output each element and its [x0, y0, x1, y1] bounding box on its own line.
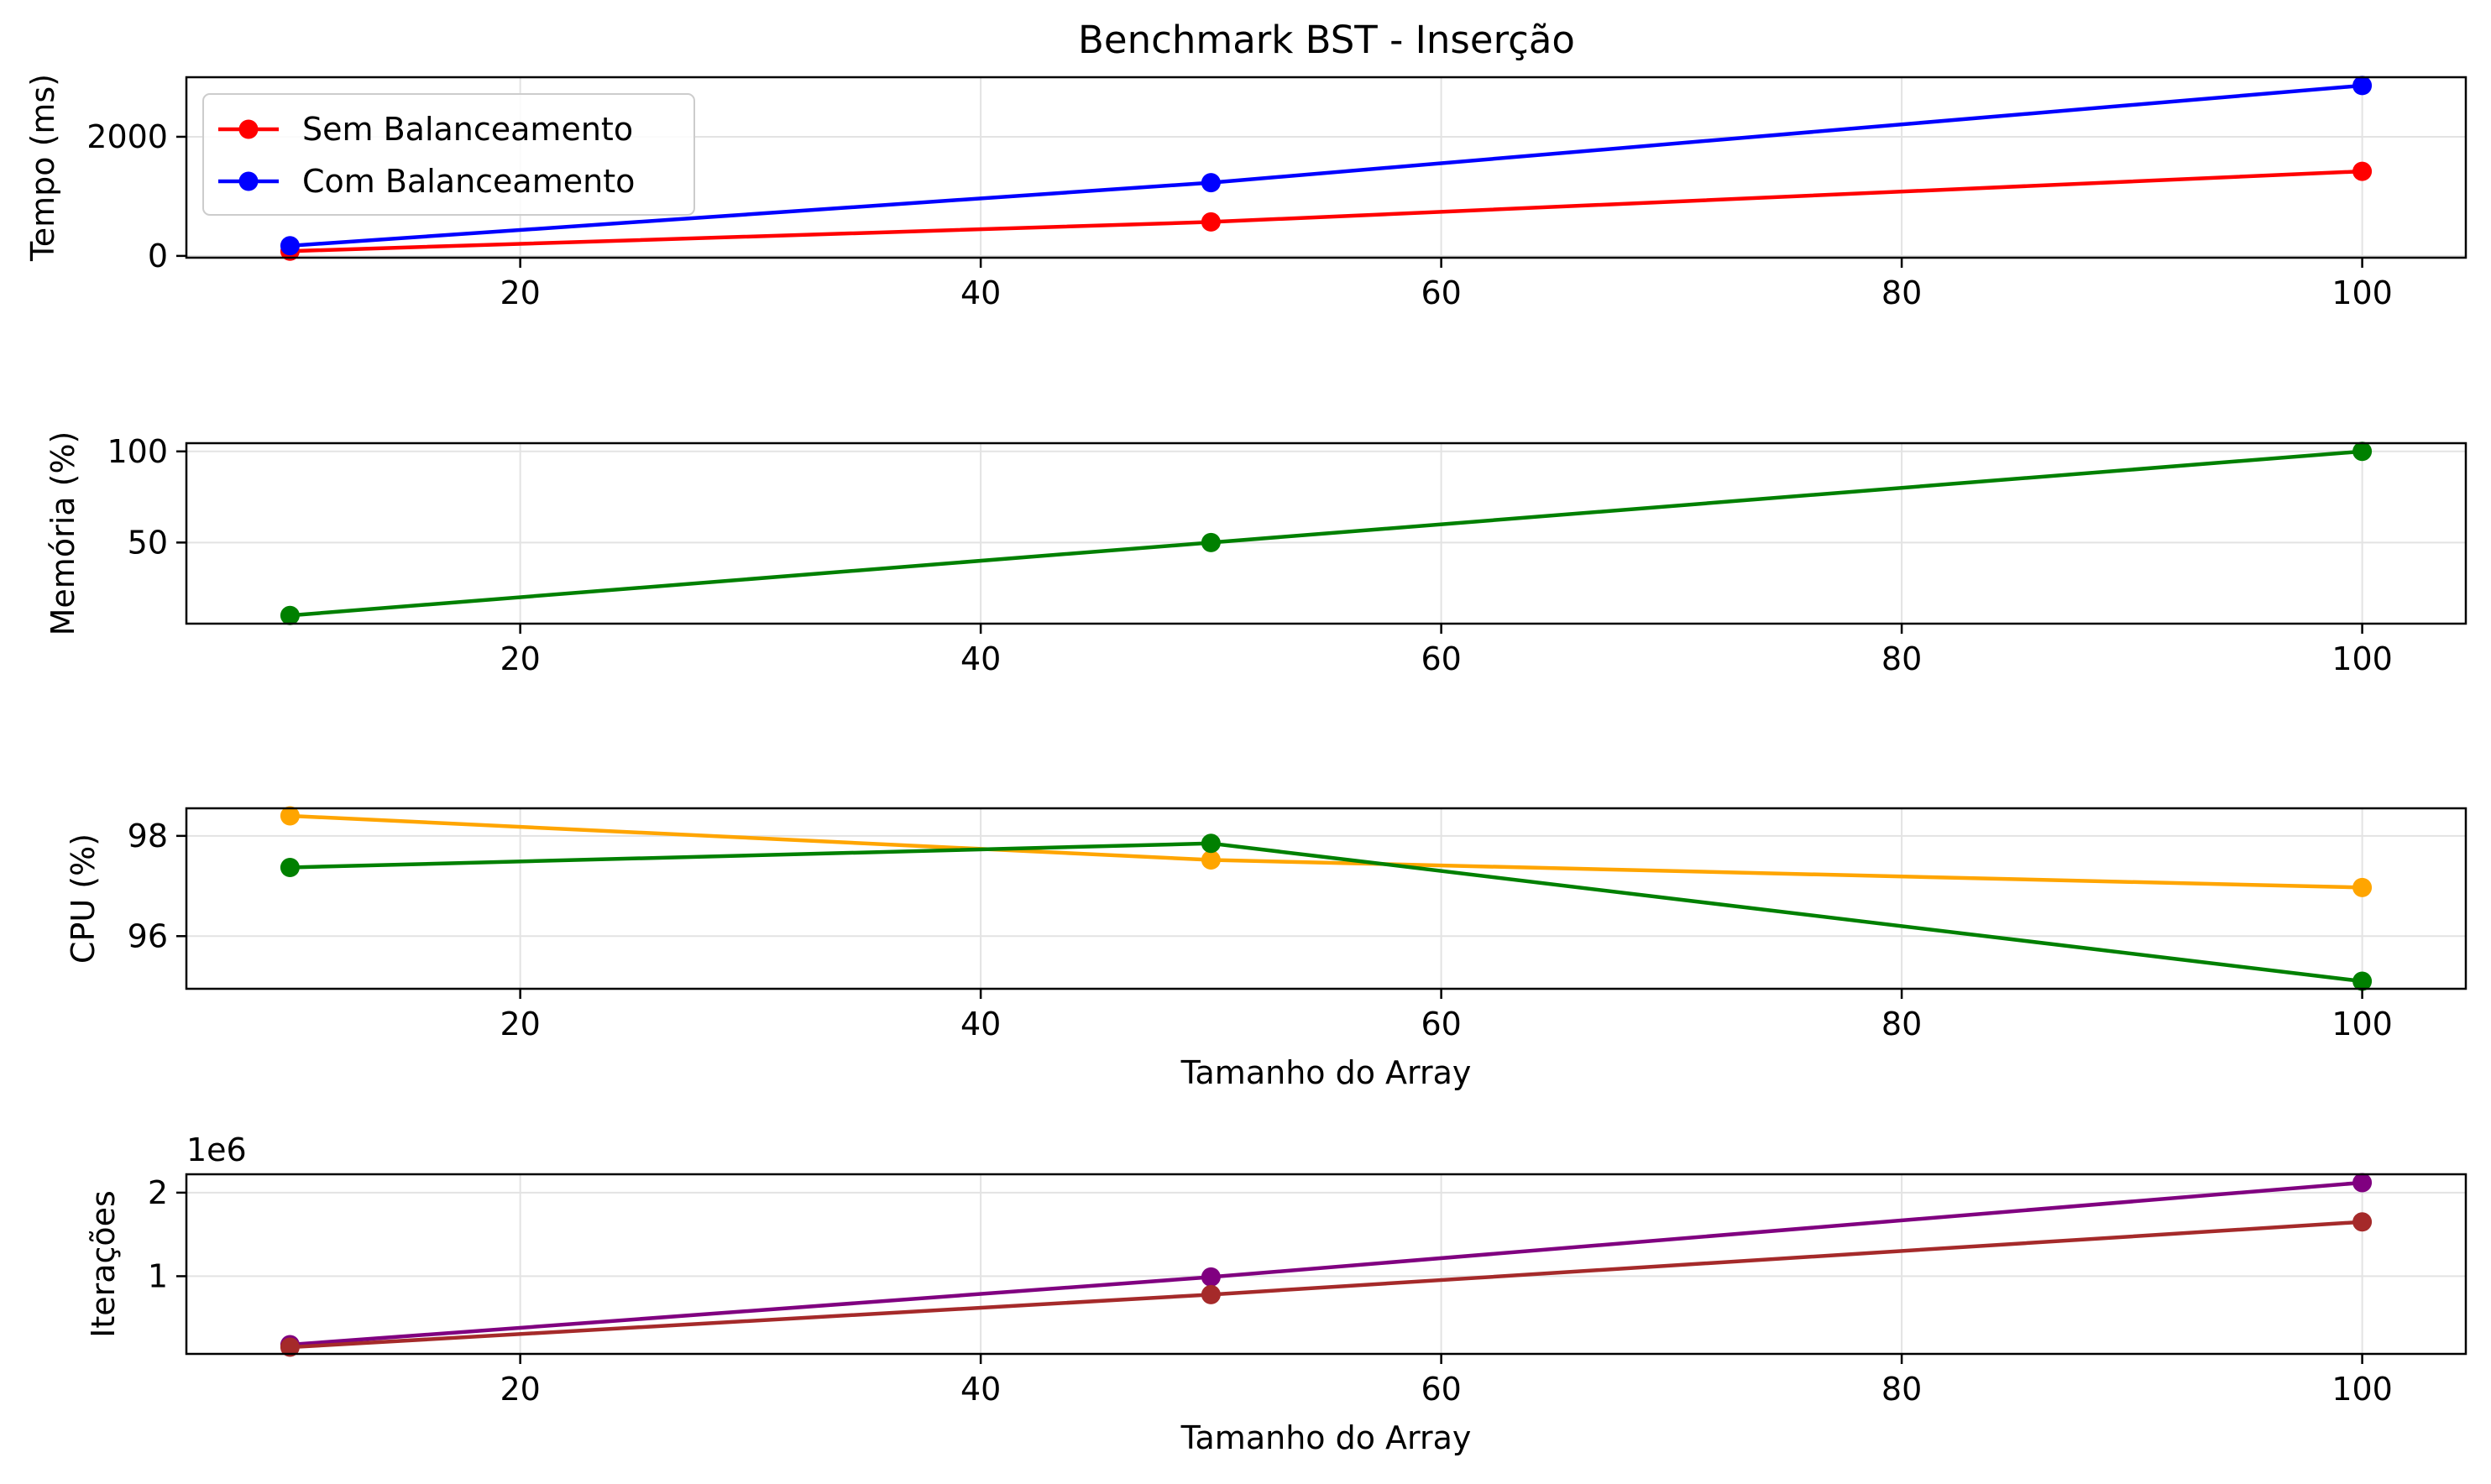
x-tick-label: 60 [1421, 274, 1461, 311]
series-line-1 [290, 449, 2363, 618]
x-axis-label: Tamanho do Array [1180, 1054, 1472, 1091]
x-tick-label: 80 [1881, 640, 1922, 677]
y-axis-label: Iterações [85, 1190, 122, 1338]
x-tick-label: 60 [1421, 1371, 1461, 1408]
x-tick-label: 60 [1421, 1006, 1461, 1042]
data-point [2352, 76, 2373, 96]
figure-title: Benchmark BST - Inserção [1078, 18, 1575, 62]
x-tick-label: 40 [960, 274, 1001, 311]
x-tick-label: 40 [960, 1371, 1001, 1408]
subplot-2: 20 40 60 80 100 50 100 Memória (%) [44, 431, 2467, 677]
x-axis-label: Tamanho do Array [1180, 1419, 1472, 1456]
data-point [1201, 212, 1221, 232]
x-tick-label: 100 [2331, 640, 2393, 677]
axes-frame [185, 1173, 2467, 1356]
data-point [1201, 833, 1221, 854]
x-tick-label: 40 [960, 1006, 1001, 1042]
subplot-1: 20 40 60 80 100 0 2000 Tempo (ms) Sem Balanceame… [24, 74, 2467, 311]
series-line-1 [290, 1180, 2363, 1347]
data-point [1201, 173, 1221, 193]
y-tick-label: 98 [128, 818, 168, 854]
data-point [1201, 1267, 1221, 1287]
data-point [280, 1337, 300, 1357]
data-point [280, 806, 300, 826]
x-tick-label: 80 [1881, 1006, 1922, 1042]
x-tick-label: 80 [1881, 1371, 1922, 1408]
y-tick-label: 2 [148, 1174, 168, 1211]
axes-frame [185, 807, 2467, 990]
data-point [1201, 532, 1221, 552]
legend-marker [238, 119, 259, 139]
y-tick-label: 96 [128, 917, 168, 954]
x-tick-label: 20 [500, 1371, 540, 1408]
subplot-4: 20 40 60 80 100 1 2 1e6 Iterações Tamanho do Arra… [85, 1131, 2467, 1456]
y-axis-label: Tempo (ms) [24, 74, 61, 262]
x-tick-label: 60 [1421, 640, 1461, 677]
series-line-2 [290, 1220, 2363, 1350]
series-line-1 [290, 813, 2363, 890]
legend-marker [238, 171, 259, 191]
y-tick-label: 0 [148, 238, 168, 274]
x-tick-label: 20 [500, 1006, 540, 1042]
legend: Sem Balanceamento Com Balanceamento [202, 93, 695, 216]
legend-box [202, 93, 695, 216]
y-tick-label: 1 [148, 1257, 168, 1294]
axes-frame [185, 76, 2467, 259]
data-point [2352, 1173, 2373, 1193]
data-point [2352, 971, 2373, 991]
legend-label: Sem Balanceamento [302, 111, 633, 148]
x-tick-label: 80 [1881, 274, 1922, 311]
x-tick-label: 20 [500, 274, 540, 311]
data-point [2352, 442, 2373, 462]
x-tick-label: 100 [2331, 1006, 2393, 1042]
data-point [2352, 877, 2373, 897]
data-point [1201, 1284, 1221, 1304]
x-tick-label: 40 [960, 640, 1001, 677]
y-tick-label: 100 [107, 433, 168, 470]
data-point [280, 857, 300, 877]
x-tick-label: 20 [500, 640, 540, 677]
y-offset-label: 1e6 [186, 1131, 247, 1168]
y-axis-label: Memória (%) [44, 431, 81, 636]
legend-label: Com Balanceamento [302, 163, 635, 200]
data-point [280, 236, 300, 256]
y-axis-label: CPU (%) [65, 833, 102, 964]
x-tick-label: 100 [2331, 274, 2393, 311]
data-point [1201, 850, 1221, 870]
data-point [280, 605, 300, 625]
data-point [2352, 161, 2373, 181]
data-point [2352, 1212, 2373, 1232]
y-tick-label: 50 [128, 524, 168, 561]
axes-frame [185, 442, 2467, 625]
subplot-3: 20 40 60 80 100 96 98 CPU (%) Tamanho do Array [65, 806, 2467, 1091]
x-tick-label: 100 [2331, 1371, 2393, 1408]
y-tick-label: 2000 [86, 118, 168, 155]
